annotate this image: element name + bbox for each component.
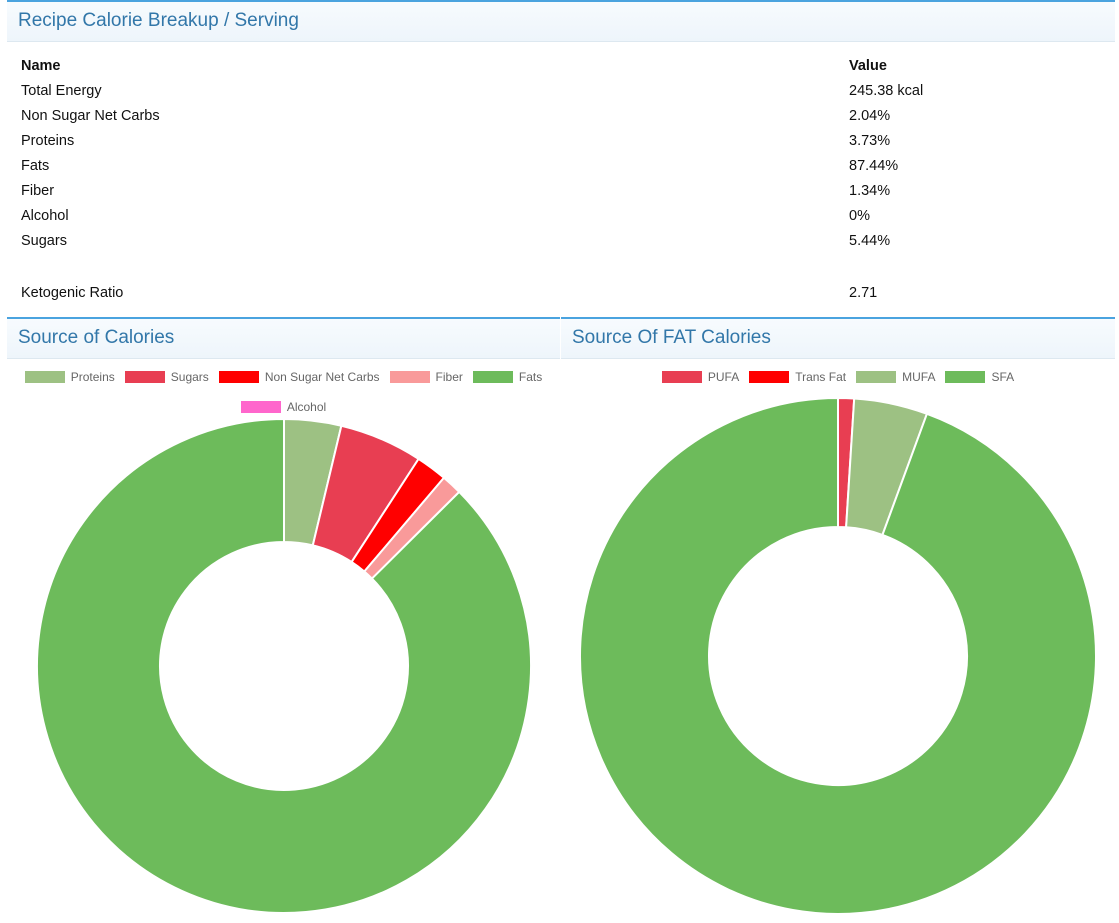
row-name: Non Sugar Net Carbs xyxy=(21,108,160,124)
column-header-value: Value xyxy=(849,58,887,74)
legend-swatch xyxy=(218,371,259,383)
column-header-name: Name xyxy=(21,58,61,74)
table-header-row: Name Value xyxy=(21,58,1021,83)
legend-item[interactable]: SFA xyxy=(945,367,1014,387)
table-row: Fiber 1.34% xyxy=(21,183,1021,208)
panel-title: Recipe Calorie Breakup / Serving xyxy=(7,2,1115,42)
row-value: 3.73% xyxy=(849,133,891,149)
legend-swatch xyxy=(856,371,897,383)
nutrition-table: Name Value Total Energy 245.38 kcal Non … xyxy=(21,58,1021,310)
row-value: 2.71 xyxy=(849,285,878,301)
table-row-ketogenic-ratio: Ketogenic Ratio 2.71 xyxy=(21,285,1021,310)
chart-legend: PUFA Trans Fat MUFA SFA xyxy=(561,367,1115,387)
row-name: Proteins xyxy=(21,133,75,149)
legend-swatch xyxy=(124,371,165,383)
row-value: 245.38 kcal xyxy=(849,83,924,99)
legend-swatch xyxy=(24,371,65,383)
legend-item[interactable]: Proteins xyxy=(24,367,115,387)
table-row: Sugars 5.44% xyxy=(21,233,1021,258)
source-of-calories-panel: Source of Calories Proteins Sugars Non Sug… xyxy=(7,317,560,921)
legend-label: Proteins xyxy=(70,370,115,384)
row-name: Total Energy xyxy=(21,83,102,99)
table-row: Total Energy 245.38 kcal xyxy=(21,83,1021,108)
row-name: Fiber xyxy=(21,183,55,199)
legend-swatch xyxy=(472,371,513,383)
calorie-breakup-panel: Recipe Calorie Breakup / Serving Name Va… xyxy=(7,0,1115,316)
legend-swatch xyxy=(240,401,281,413)
row-value: 2.04% xyxy=(849,108,891,124)
legend-item[interactable]: Fiber xyxy=(389,367,463,387)
table-row: Fats 87.44% xyxy=(21,158,1021,183)
legend-item[interactable]: PUFA xyxy=(661,367,740,387)
legend-label: Non Sugar Net Carbs xyxy=(264,370,380,384)
row-name: Sugars xyxy=(21,233,67,249)
legend-swatch xyxy=(389,371,430,383)
legend-swatch xyxy=(661,371,702,383)
legend-item[interactable]: Non Sugar Net Carbs xyxy=(218,367,380,387)
row-value: 5.44% xyxy=(849,233,891,249)
legend-label: PUFA xyxy=(707,370,740,384)
table-row: Proteins 3.73% xyxy=(21,133,1021,158)
slice-fats[interactable] xyxy=(36,417,532,914)
donut-chart xyxy=(36,417,532,914)
row-value: 1.34% xyxy=(849,183,891,199)
row-name: Alcohol xyxy=(21,208,69,224)
row-name: Fats xyxy=(21,158,50,174)
chart-title: Source Of FAT Calories xyxy=(561,319,1115,359)
row-name: Ketogenic Ratio xyxy=(21,285,124,301)
legend-item[interactable]: Fats xyxy=(472,367,543,387)
legend-label: MUFA xyxy=(902,370,936,384)
table-row: Alcohol 0% xyxy=(21,208,1021,233)
legend-item[interactable]: Alcohol xyxy=(240,397,327,417)
row-value: 87.44% xyxy=(849,158,899,174)
row-value: 0% xyxy=(849,208,870,224)
slice-sfa[interactable] xyxy=(579,396,1097,915)
legend-label: Fiber xyxy=(435,370,463,384)
table-row: Non Sugar Net Carbs 2.04% xyxy=(21,108,1021,133)
legend-swatch xyxy=(749,371,790,383)
legend-swatch xyxy=(945,371,986,383)
legend-label: Sugars xyxy=(170,370,209,384)
chart-legend: Proteins Sugars Non Sugar Net Carbs Fiber Fa… xyxy=(7,367,560,417)
legend-label: Alcohol xyxy=(286,400,327,414)
legend-item[interactable]: MUFA xyxy=(856,367,935,387)
legend-item[interactable]: Sugars xyxy=(124,367,209,387)
donut-chart xyxy=(579,396,1097,915)
legend-label: SFA xyxy=(991,370,1015,384)
source-of-fat-calories-panel: Source Of FAT Calories PUFA Trans Fat MUFA… xyxy=(561,317,1115,921)
legend-label: Fats xyxy=(518,370,543,384)
legend-item[interactable]: Trans Fat xyxy=(749,367,846,387)
legend-label: Trans Fat xyxy=(795,370,847,384)
chart-title: Source of Calories xyxy=(7,319,560,359)
